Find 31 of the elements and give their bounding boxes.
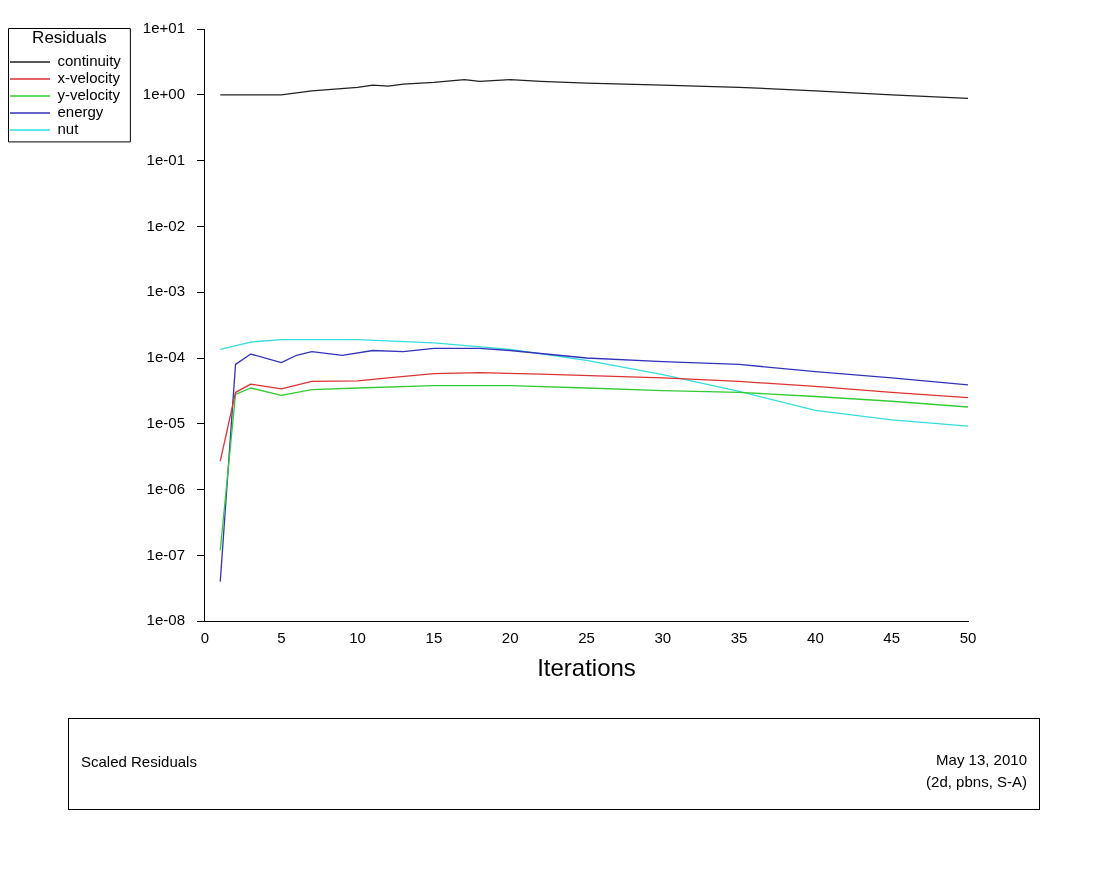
y-tick-label: 1e-02 <box>146 216 185 234</box>
x-tick-label: 5 <box>277 629 286 647</box>
y-tick-label: 1e+00 <box>142 84 185 102</box>
y-tick-label: 1e-08 <box>146 611 185 629</box>
x-tick-label: 50 <box>959 629 977 647</box>
legend-label: y-velocity <box>57 86 121 104</box>
y-tick-label: 1e+01 <box>142 19 185 37</box>
x-tick-label: 40 <box>807 629 824 647</box>
text: (2d, pbns, S-A) <box>926 772 1027 792</box>
x-tick-label: 35 <box>730 629 748 647</box>
text: May 13, 2010 <box>935 750 1027 770</box>
x-tick-label: 15 <box>425 629 443 647</box>
text: Scaled Residuals <box>81 753 197 770</box>
x-tick-label: 45 <box>883 629 901 647</box>
legend-label: continuity <box>57 52 122 70</box>
legend-label: nut <box>57 120 80 138</box>
x-axis-title: Iterations <box>537 654 636 682</box>
x-tick-label: 30 <box>654 629 672 647</box>
legend-title: Residuals <box>32 28 107 48</box>
y-tick-label: 1e-07 <box>146 545 185 563</box>
x-tick-label: 0 <box>200 629 210 647</box>
x-tick-label: 10 <box>349 629 366 647</box>
y-tick-label: 1e-06 <box>146 479 185 497</box>
legend-label: x-velocity <box>57 69 121 87</box>
legend-label: energy <box>57 103 104 121</box>
y-tick-label: 1e-05 <box>146 413 185 431</box>
y-tick-label: 1e-04 <box>146 348 185 366</box>
x-tick-label: 20 <box>501 629 519 647</box>
y-tick-label: 1e-03 <box>146 282 185 300</box>
y-tick-label: 1e-01 <box>146 150 185 168</box>
x-tick-label: 25 <box>578 629 595 647</box>
